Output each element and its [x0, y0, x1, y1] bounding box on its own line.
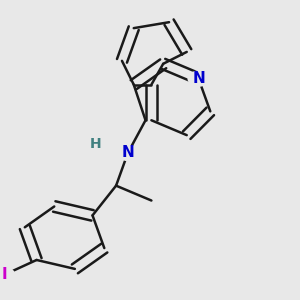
Ellipse shape — [188, 70, 210, 87]
Text: N: N — [122, 146, 134, 160]
Text: H: H — [90, 137, 101, 151]
Ellipse shape — [117, 145, 139, 161]
Ellipse shape — [0, 267, 15, 283]
Text: N: N — [192, 71, 205, 86]
Ellipse shape — [84, 136, 106, 152]
Text: I: I — [2, 267, 7, 282]
